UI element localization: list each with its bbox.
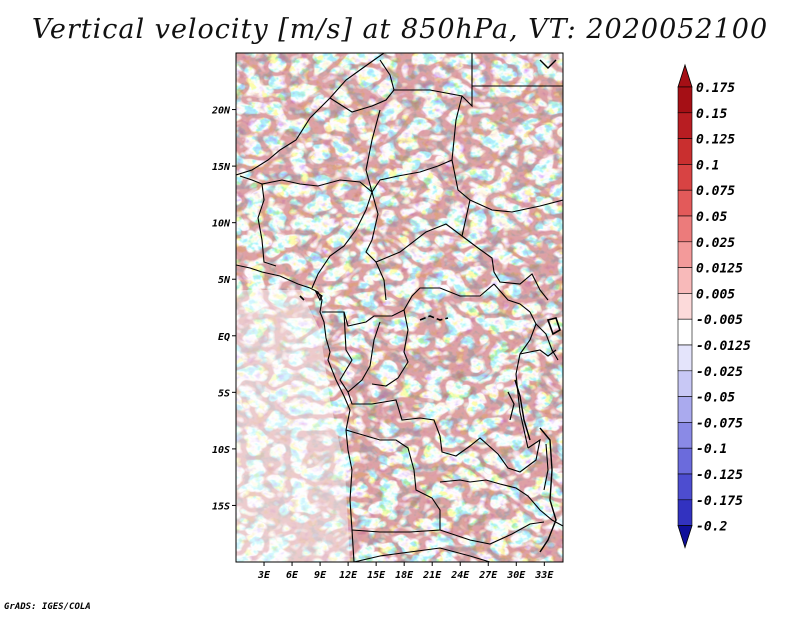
- colorbar-segment: [677, 267, 693, 294]
- colorbar-segment: [677, 241, 693, 268]
- colorbar-segment: [677, 499, 693, 526]
- colorbar-label: -0.005: [696, 313, 743, 328]
- country-borders: [236, 53, 563, 562]
- colorbar-label: -0.2: [696, 520, 727, 535]
- colorbar-segment: [677, 422, 693, 449]
- latitude-axis: 20N 15N 10N 5N EQ 5S 10S 15S: [211, 106, 236, 512]
- map-frame: [235, 52, 564, 563]
- colorbar-segment: [677, 189, 693, 217]
- lon-tick-label: 27E: [478, 570, 498, 581]
- lat-tick-label: 10N: [212, 219, 231, 230]
- colorbar-label: -0.125: [696, 468, 743, 483]
- colorbar-label: -0.175: [696, 494, 743, 509]
- colorbar-segment: [677, 164, 693, 191]
- lon-tick-label: 33E: [534, 570, 554, 581]
- colorbar-label: 0.05: [696, 210, 727, 225]
- colorbar-label: -0.025: [696, 365, 743, 380]
- grads-credit: GrADS: IGES/COLA: [4, 602, 91, 612]
- colorbar-segment: [677, 344, 693, 372]
- longitude-axis: 3E 6E 9E 12E 15E 18E 21E 24E 27E 30E 33E: [257, 562, 554, 581]
- lon-tick-label: 15E: [367, 570, 386, 581]
- colorbar-segment: [677, 138, 693, 165]
- colorbar-segment: [677, 473, 693, 501]
- colorbar: 0.175 0.15 0.125 0.1 0.075 0.05 0.025 0.0125 0.0…: [677, 63, 751, 549]
- lat-tick-label: 15S: [212, 501, 230, 512]
- lon-tick-label: 18E: [395, 570, 414, 581]
- colorbar-label: 0.025: [696, 236, 735, 251]
- colorbar-top-arrow: [677, 63, 693, 88]
- lon-tick-label: 21E: [422, 570, 442, 581]
- colorbar-segment: [677, 293, 693, 320]
- colorbar-segment: [677, 318, 693, 346]
- colorbar-label: -0.0125: [696, 339, 751, 354]
- lon-tick-label: 12E: [339, 570, 358, 581]
- lat-tick-label: 5N: [218, 275, 231, 286]
- colorbar-segment: [677, 396, 693, 423]
- colorbar-segment: [677, 215, 693, 243]
- lat-tick-label: 15N: [212, 162, 231, 173]
- lon-tick-label: 6E: [286, 570, 299, 581]
- colorbar-segment: [677, 112, 693, 139]
- colorbar-label: -0.05: [696, 391, 735, 406]
- lon-tick-label: 30E: [506, 570, 526, 581]
- colorbar-segment: [677, 86, 693, 114]
- colorbar-label: 0.175: [696, 81, 735, 96]
- lon-tick-label: 3E: [257, 570, 271, 581]
- colorbar-bottom-arrow: [677, 525, 693, 549]
- colorbar-label: -0.1: [696, 442, 727, 457]
- colorbar-label: -0.075: [696, 416, 743, 431]
- colorbar-label: 0.15: [696, 107, 727, 122]
- colorbar-segment: [677, 447, 693, 475]
- colorbar-label: 0.1: [696, 158, 719, 173]
- lat-tick-label: 20N: [211, 106, 231, 117]
- lat-tick-label: 5S: [218, 388, 230, 399]
- colorbar-label: 0.005: [696, 287, 735, 302]
- colorbar-segment: [677, 370, 693, 397]
- lon-tick-label: 9E: [314, 570, 327, 581]
- lat-tick-label: 10S: [212, 445, 230, 456]
- lon-tick-label: 24E: [450, 570, 470, 581]
- lat-tick-label: EQ: [218, 332, 230, 343]
- vertical-velocity-field: [236, 53, 563, 562]
- colorbar-label: 0.0125: [696, 262, 743, 277]
- colorbar-label: 0.125: [696, 133, 735, 148]
- colorbar-label: 0.075: [696, 184, 735, 199]
- map-title: Vertical velocity [m/s] at 850hPa, VT: 2…: [31, 14, 769, 45]
